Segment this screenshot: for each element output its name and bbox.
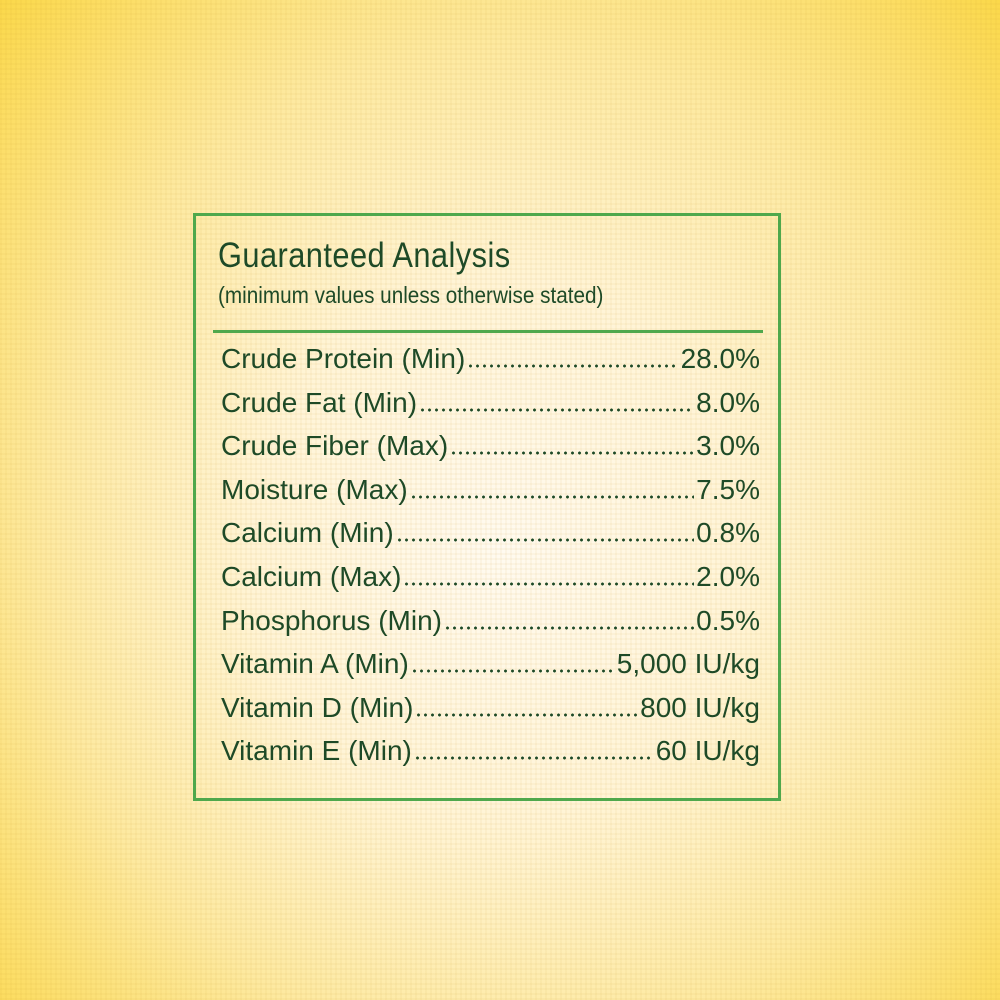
analysis-row: Phosphorus (Min) 0.5% [221, 605, 760, 649]
dot-leader [409, 494, 695, 499]
dot-leader [450, 451, 695, 456]
dot-leader [415, 712, 639, 717]
row-value: 800 IU/kg [640, 691, 760, 723]
analysis-row: Crude Fiber (Max) 3.0% [221, 430, 760, 474]
row-value: 60 IU/kg [655, 735, 760, 767]
analysis-row: Moisture (Max) 7.5% [221, 474, 760, 518]
dot-leader [410, 669, 615, 674]
row-value: 0.5% [696, 604, 760, 636]
analysis-row: Crude Fat (Min) 8.0% [221, 387, 760, 431]
analysis-row: Calcium (Min) 0.8% [221, 517, 760, 561]
row-label: Crude Fiber (Max) [221, 430, 449, 462]
row-label: Phosphorus (Min) [221, 604, 442, 636]
analysis-panel: Guaranteed Analysis (minimum values unle… [193, 213, 781, 801]
dot-leader [467, 364, 679, 368]
dot-leader [413, 756, 654, 761]
row-value: 0.8% [696, 517, 760, 549]
analysis-row: Crude Protein (Min) 28.0% [221, 343, 760, 387]
divider [213, 330, 763, 333]
analysis-row: Vitamin D (Min) 800 IU/kg [221, 692, 760, 736]
analysis-row: Vitamin E (Min) 60 IU/kg [221, 735, 760, 779]
dot-leader [419, 407, 695, 412]
analysis-row: Calcium (Max) 2.0% [221, 561, 760, 605]
dot-leader [403, 581, 695, 586]
row-label: Calcium (Min) [221, 517, 394, 549]
analysis-rows: Crude Protein (Min) 28.0% Crude Fat (Min) 8… [221, 343, 760, 779]
row-label: Vitamin A (Min) [221, 648, 409, 680]
row-label: Crude Fat (Min) [221, 386, 418, 418]
row-value: 28.0% [680, 343, 760, 374]
panel-title: Guaranteed Analysis [218, 236, 511, 275]
row-value: 7.5% [696, 473, 760, 505]
row-value: 3.0% [696, 430, 760, 462]
panel-subtitle: (minimum values unless otherwise stated) [218, 282, 604, 308]
row-label: Vitamin D (Min) [221, 691, 414, 723]
row-value: 5,000 IU/kg [616, 648, 760, 680]
row-label: Crude Protein (Min) [221, 343, 466, 374]
dot-leader [443, 625, 695, 630]
dot-leader [395, 538, 695, 543]
row-value: 8.0% [696, 386, 760, 418]
row-label: Moisture (Max) [221, 473, 408, 505]
row-label: Calcium (Max) [221, 560, 402, 592]
analysis-row: Vitamin A (Min) 5,000 IU/kg [221, 648, 760, 692]
row-label: Vitamin E (Min) [221, 735, 412, 767]
row-value: 2.0% [696, 560, 760, 592]
